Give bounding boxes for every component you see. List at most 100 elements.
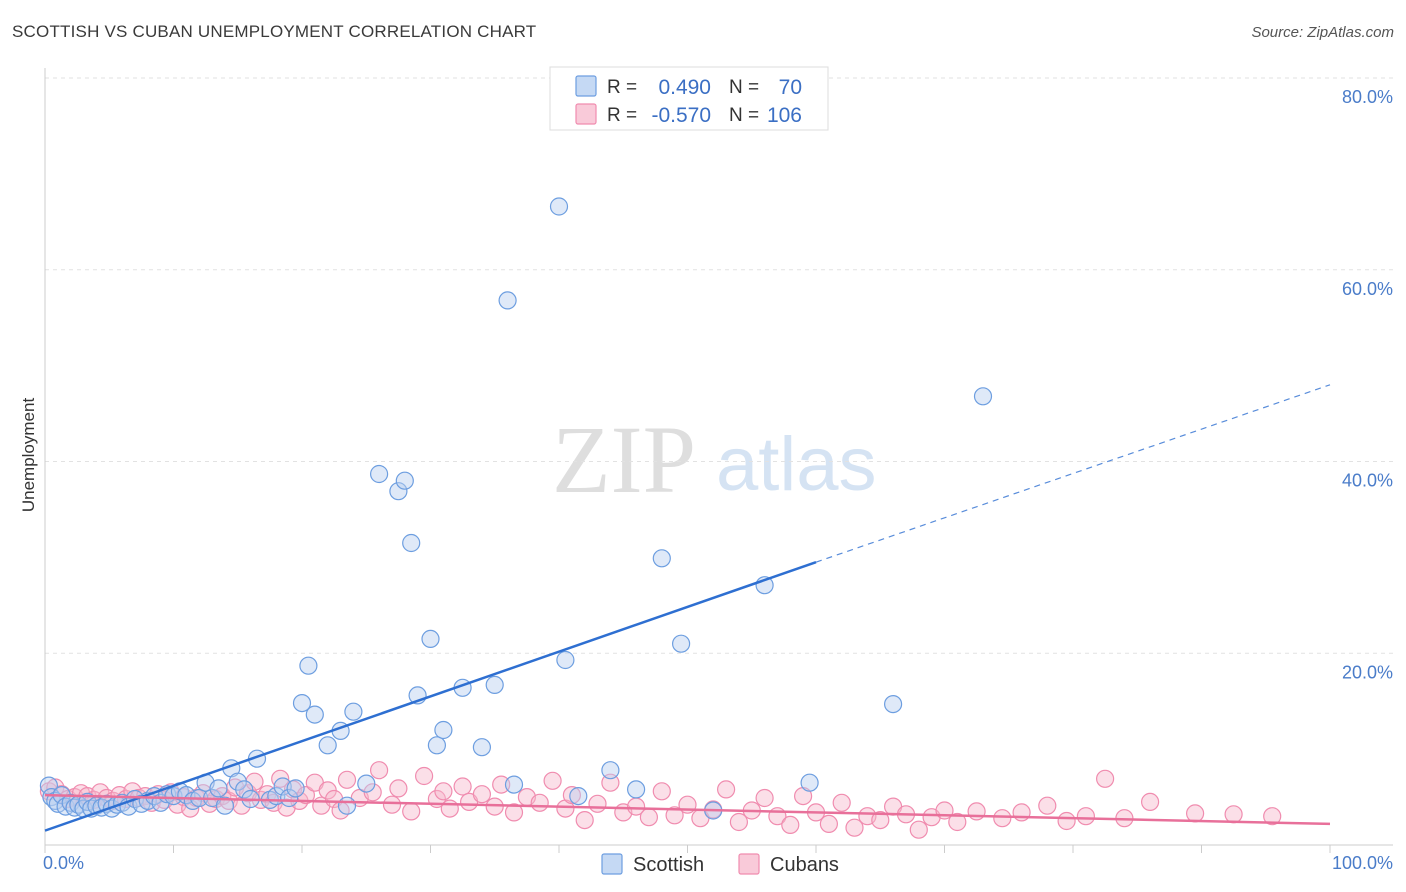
scottish-point-45 [292, 693, 312, 713]
scottish-point-59 [434, 720, 453, 740]
chart-source: Source: ZipAtlas.com [1251, 24, 1394, 41]
stats-cubans-n-label: N = [729, 105, 759, 126]
cubans-point-73 [639, 808, 659, 827]
grid [45, 77, 1393, 654]
scottish-point-51 [357, 774, 376, 793]
stats-scottish-swatch [575, 75, 597, 97]
scottish-point-75 [883, 694, 903, 714]
scottish-point-61 [472, 738, 491, 757]
stats-cubans-r-label: R = [607, 105, 637, 126]
cubans-point-101 [1038, 796, 1057, 815]
watermark-atlas: atlas [716, 422, 877, 507]
trend-lines [44, 384, 1331, 832]
y-tick-label-0: 80.0% [1342, 87, 1393, 107]
cubans-point-97 [948, 812, 967, 832]
stats-cubans-r-value: -0.570 [651, 104, 711, 127]
cubans-point-99 [993, 809, 1012, 828]
scottish-point-33 [215, 796, 234, 815]
scottish-point-44 [299, 656, 318, 675]
cubans-point-109 [1263, 807, 1282, 826]
scottish-point-62 [485, 675, 504, 695]
stats-scottish-r-value: 0.490 [658, 76, 711, 99]
stats-cubans-n-value: 106 [767, 104, 802, 127]
y-axis-label: Unemployment [19, 398, 38, 513]
cubans-point-46 [337, 770, 357, 789]
cubans-point-103 [1076, 807, 1096, 826]
y-tick-label-2: 40.0% [1342, 471, 1393, 491]
cubans-trend-line [44, 793, 1331, 826]
watermark-zip: ZIP [552, 406, 696, 513]
cubans-point-89 [845, 818, 864, 837]
scottish-point-63 [498, 291, 517, 310]
scottish-point-55 [402, 533, 421, 553]
cubans-point-57 [453, 777, 472, 796]
chart-title: SCOTTISH VS CUBAN UNEMPLOYMENT CORRELATI… [12, 22, 537, 41]
axes [44, 68, 1393, 853]
cubans-point-102 [1057, 811, 1076, 831]
scottish-point-69 [626, 780, 646, 799]
stats-legend: R = 0.490 N = 70 R = -0.570 N = 106 [549, 66, 829, 131]
scottish-trend-line [44, 560, 817, 832]
scottish-point-64 [504, 775, 524, 794]
cubans-point-65 [543, 771, 562, 790]
legend-scottish-swatch [601, 853, 623, 875]
scottish-point-68 [601, 761, 620, 780]
scottish-point-58 [427, 736, 446, 755]
cubans-point-107 [1185, 804, 1205, 823]
scottish-point-47 [318, 736, 337, 755]
watermark: ZIP atlas [552, 406, 877, 513]
cubans-point-79 [716, 780, 736, 799]
tick-labels: 80.0% 60.0% 40.0% 20.0% 0.0% 100.0% [43, 87, 1393, 873]
y-tick-label-1: 60.0% [1342, 279, 1393, 299]
cubans-point-59 [472, 785, 491, 804]
scottish-point-36 [235, 780, 254, 799]
cubans-point-91 [871, 810, 890, 830]
series-legend: Scottish Cubans [601, 853, 839, 876]
cubans-point-80 [729, 812, 749, 832]
stats-scottish-n-value: 70 [779, 76, 802, 99]
cubans-point-104 [1095, 769, 1115, 788]
cubans-point-106 [1140, 792, 1160, 812]
cubans-point-62 [504, 803, 524, 822]
scottish-point-74 [800, 773, 819, 792]
cubans-point-74 [652, 782, 671, 801]
cubans-point-108 [1224, 805, 1243, 824]
stats-scottish-r-label: R = [607, 77, 637, 98]
scottish-point-67 [569, 786, 588, 806]
cubans-point-69 [588, 794, 607, 813]
cubans-point-61 [492, 775, 511, 794]
legend-scottish-label: Scottish [633, 854, 704, 876]
cubans-point-55 [434, 782, 453, 801]
scottish-trend-extension [815, 384, 1331, 563]
scottish-point-52 [370, 464, 389, 484]
scottish-point-54 [395, 471, 414, 490]
scottish-point-49 [337, 796, 357, 815]
cubans-point-64 [530, 793, 549, 812]
scottish-point-70 [652, 549, 671, 568]
cubans-point-75 [665, 806, 684, 825]
scottish-point-66 [556, 650, 575, 670]
cubans-point-67 [562, 785, 582, 805]
cubans-point-68 [575, 810, 594, 830]
x-tick-label-1: 100.0% [1332, 853, 1393, 873]
cubans-point-53 [415, 766, 434, 786]
scottish-point-57 [421, 629, 440, 649]
legend-cubans-label: Cubans [770, 854, 839, 876]
scottish-point-53 [389, 482, 408, 501]
scottish-point-71 [671, 634, 691, 653]
y-tick-label-3: 20.0% [1342, 662, 1393, 682]
cubans-point-50 [382, 795, 402, 814]
cubans-point-70 [601, 773, 620, 792]
stats-cubans-swatch [575, 103, 597, 125]
cubans-point-84 [781, 815, 800, 835]
stats-scottish-n-label: N = [729, 77, 759, 98]
cubans-point-60 [485, 797, 504, 816]
cubans-point-56 [440, 799, 459, 818]
legend-cubans-swatch [738, 853, 760, 875]
scottish-point-46 [305, 705, 324, 724]
cubans-point-49 [370, 761, 389, 780]
x-tick-label-0: 0.0% [43, 853, 84, 873]
scottish-point-76 [973, 387, 993, 406]
cubans-point-51 [389, 779, 408, 798]
